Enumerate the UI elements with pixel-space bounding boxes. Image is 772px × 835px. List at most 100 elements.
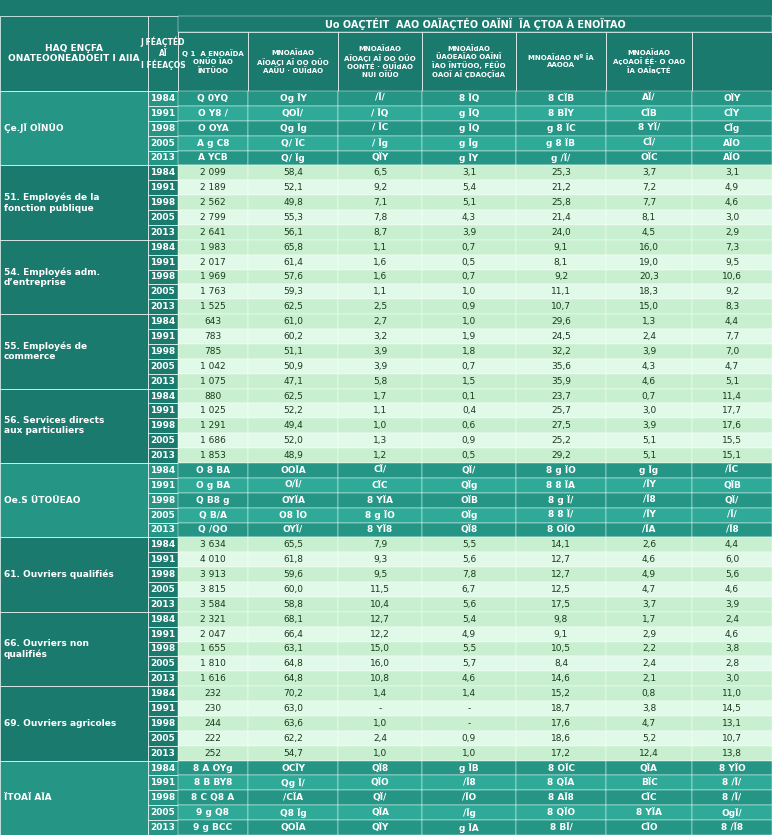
Bar: [248, 106, 338, 121]
Bar: [422, 225, 516, 240]
Text: 8 BÏY: 8 BÏY: [548, 109, 574, 118]
Bar: [178, 671, 248, 686]
Bar: [248, 150, 338, 165]
Text: 52,2: 52,2: [283, 407, 303, 416]
Bar: [178, 225, 248, 240]
Bar: [692, 91, 772, 106]
Text: 55,3: 55,3: [283, 213, 303, 222]
Text: 1984: 1984: [151, 243, 175, 251]
Bar: [248, 538, 338, 552]
Text: 783: 783: [205, 332, 222, 341]
Text: 1984: 1984: [151, 466, 175, 475]
Bar: [516, 91, 606, 106]
Text: 3,9: 3,9: [373, 347, 387, 356]
Text: 8 C Q8 A: 8 C Q8 A: [191, 793, 235, 802]
Bar: [178, 761, 248, 776]
Text: 7,1: 7,1: [373, 198, 387, 207]
Text: 1991: 1991: [151, 407, 175, 416]
Bar: [338, 91, 422, 106]
Bar: [422, 493, 516, 508]
Bar: [148, 582, 178, 597]
Text: MNOAÏdAO
ÜAOEAÏAO OAÏNÏ
ÏAO ÏNTÜOO, FÉÜO
OAOÏ AÏ ÇDAOÇÏdA: MNOAÏdAO ÜAOEAÏAO OAÏNÏ ÏAO ÏNTÜOO, FÉÜO…: [432, 44, 506, 78]
Text: 2 099: 2 099: [200, 169, 226, 177]
Text: 11,5: 11,5: [370, 585, 390, 594]
Text: 4,7: 4,7: [642, 719, 656, 728]
Bar: [148, 701, 178, 716]
Text: 10,8: 10,8: [370, 674, 390, 683]
Bar: [148, 463, 178, 478]
Text: 2013: 2013: [151, 154, 175, 163]
Text: 25,2: 25,2: [551, 436, 571, 445]
Text: /Ï/: /Ï/: [727, 510, 737, 519]
Text: 11,4: 11,4: [722, 392, 742, 401]
Bar: [692, 106, 772, 121]
Bar: [606, 403, 692, 418]
Text: QÏ/: QÏ/: [725, 496, 739, 504]
Bar: [338, 210, 422, 225]
Bar: [0, 0, 772, 16]
Text: 3,1: 3,1: [725, 169, 739, 177]
Bar: [338, 746, 422, 761]
Text: 12,2: 12,2: [370, 630, 390, 639]
Text: 1,0: 1,0: [373, 749, 387, 757]
Bar: [248, 32, 338, 91]
Text: 2 562: 2 562: [200, 198, 226, 207]
Text: 1,3: 1,3: [373, 436, 387, 445]
Bar: [422, 150, 516, 165]
Text: 14,6: 14,6: [551, 674, 571, 683]
Text: /Ï8: /Ï8: [642, 496, 655, 504]
Bar: [248, 314, 338, 329]
Text: Og ÏY: Og ÏY: [279, 94, 306, 104]
Bar: [516, 567, 606, 582]
Bar: [338, 433, 422, 448]
Text: Q8 Ïg: Q8 Ïg: [279, 807, 306, 817]
Bar: [148, 418, 178, 433]
Text: 1984: 1984: [151, 94, 175, 103]
Bar: [148, 195, 178, 210]
Bar: [606, 225, 692, 240]
Text: Q B/A: Q B/A: [199, 510, 227, 519]
Text: 18,6: 18,6: [551, 734, 571, 743]
Bar: [692, 165, 772, 180]
Bar: [422, 255, 516, 270]
Text: CÏ/: CÏ/: [642, 139, 655, 148]
Text: CÏB: CÏB: [641, 109, 658, 118]
Text: 880: 880: [205, 392, 222, 401]
Text: 10,7: 10,7: [551, 302, 571, 311]
Bar: [516, 210, 606, 225]
Text: 1,1: 1,1: [373, 287, 387, 296]
Text: 8 B BY8: 8 B BY8: [194, 778, 232, 787]
Text: Q /QO: Q /QO: [198, 525, 228, 534]
Text: 1991: 1991: [151, 258, 175, 266]
Bar: [248, 656, 338, 671]
Text: 66,4: 66,4: [283, 630, 303, 639]
Text: 0,4: 0,4: [462, 407, 476, 416]
Bar: [178, 493, 248, 508]
Bar: [148, 270, 178, 285]
Bar: [516, 240, 606, 255]
Bar: [606, 121, 692, 135]
Text: 222: 222: [205, 734, 222, 743]
Text: 15,1: 15,1: [722, 451, 742, 460]
Bar: [178, 180, 248, 195]
Bar: [516, 671, 606, 686]
Text: 9,2: 9,2: [373, 183, 387, 192]
Bar: [248, 121, 338, 135]
Text: 2,4: 2,4: [373, 734, 387, 743]
Bar: [606, 210, 692, 225]
Text: 1 025: 1 025: [200, 407, 226, 416]
Text: g ÏY: g ÏY: [459, 153, 479, 163]
Text: 2013: 2013: [151, 228, 175, 237]
Bar: [338, 448, 422, 463]
Text: 1998: 1998: [151, 570, 175, 579]
Bar: [606, 448, 692, 463]
Text: 24,0: 24,0: [551, 228, 571, 237]
Bar: [516, 731, 606, 746]
Bar: [516, 285, 606, 299]
Text: 2013: 2013: [151, 377, 175, 386]
Text: 4,6: 4,6: [725, 198, 739, 207]
Text: MNOAÏdAO
AÏOAÇI AÏ OO OÜO
AAÜU · OUÏdAO: MNOAÏdAO AÏOAÇI AÏ OO OÜO AAÜU · OUÏdAO: [257, 49, 329, 73]
Bar: [516, 121, 606, 135]
Text: 8 /Ï/: 8 /Ï/: [723, 778, 742, 787]
Bar: [148, 538, 178, 552]
